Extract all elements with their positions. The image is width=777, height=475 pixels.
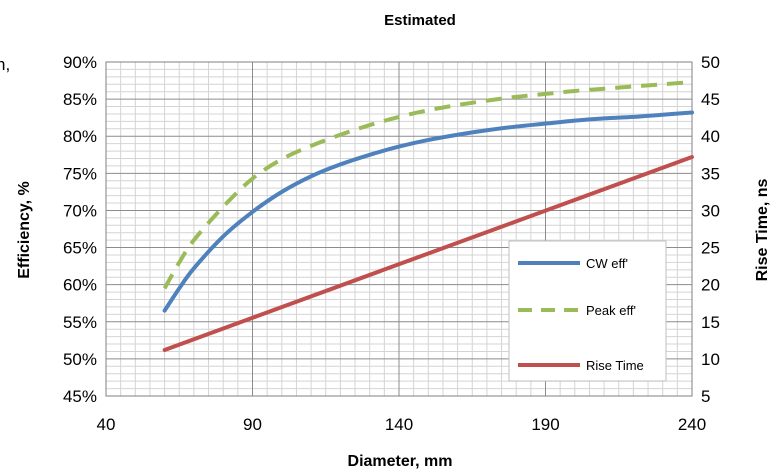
series-line-peak-eff bbox=[162, 80, 693, 290]
y-tick-label: 75% bbox=[63, 164, 97, 183]
x-axis-label: Diameter, mm bbox=[348, 453, 453, 470]
y2-tick-label: 30 bbox=[701, 201, 720, 220]
y2-tick-label: 25 bbox=[701, 239, 720, 258]
y-tick-label: 80% bbox=[63, 127, 97, 146]
series-line-rise-time bbox=[162, 155, 694, 352]
legend-label-peak: Peak eff' bbox=[586, 303, 636, 318]
y-axis-ticks: 45% 50% 55% 60% 65% 70% 75% 80% 85% 90% bbox=[63, 53, 97, 406]
legend-label-cw: CW eff' bbox=[586, 256, 628, 271]
y2-tick-label: 5 bbox=[701, 387, 710, 406]
plot-frame bbox=[105, 61, 693, 397]
y2-tick-label: 35 bbox=[701, 164, 720, 183]
x-tick-label: 140 bbox=[385, 415, 413, 434]
y-tick-label: 85% bbox=[63, 90, 97, 109]
clipped-text: n, bbox=[0, 55, 10, 74]
y2-tick-label: 40 bbox=[701, 127, 720, 146]
series-line-cw-eff bbox=[162, 110, 694, 313]
y-tick-label: 70% bbox=[63, 201, 97, 220]
y2-axis-label: Rise Time, ns bbox=[754, 178, 771, 281]
y-tick-label: 55% bbox=[63, 313, 97, 332]
y2-tick-label: 45 bbox=[701, 90, 720, 109]
y2-tick-label: 10 bbox=[701, 350, 720, 369]
chart-title: Estimated bbox=[384, 12, 456, 29]
series-layer bbox=[162, 80, 694, 352]
y2-tick-label: 20 bbox=[701, 276, 720, 295]
y-axis-label: Efficiency, % bbox=[16, 181, 33, 279]
y2-axis-ticks: 5 10 15 20 25 30 35 40 45 50 bbox=[701, 53, 720, 406]
x-tick-label: 90 bbox=[243, 415, 262, 434]
y-tick-label: 60% bbox=[63, 276, 97, 295]
legend-label-rise: Rise Time bbox=[586, 358, 644, 373]
y-tick-label: 50% bbox=[63, 350, 97, 369]
x-axis-ticks: 40 90 140 190 240 bbox=[97, 415, 707, 434]
y-tick-label: 90% bbox=[63, 53, 97, 72]
y-tick-label: 65% bbox=[63, 239, 97, 258]
y-tick-label: 45% bbox=[63, 387, 97, 406]
legend: CW eff' Peak eff' Rise Time bbox=[508, 240, 667, 382]
x-tick-label: 190 bbox=[531, 415, 559, 434]
y2-tick-label: 50 bbox=[701, 53, 720, 72]
x-tick-label: 40 bbox=[97, 415, 116, 434]
y2-tick-label: 15 bbox=[701, 313, 720, 332]
x-tick-label: 240 bbox=[678, 415, 706, 434]
